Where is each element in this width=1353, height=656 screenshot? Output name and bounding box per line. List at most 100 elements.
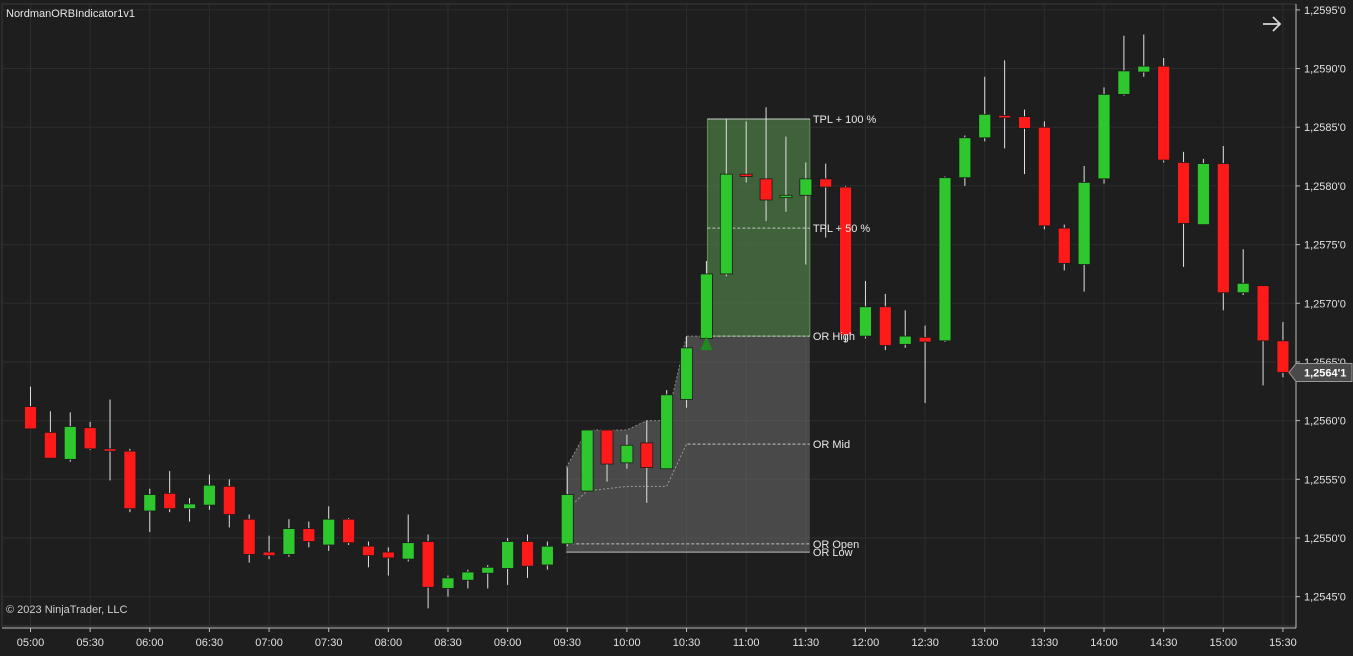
- candle-body: [580, 429, 594, 492]
- candle-body: [1256, 285, 1270, 342]
- level-label: TPL + 50 %: [813, 223, 871, 235]
- candle-body: [401, 542, 415, 560]
- candle-body: [461, 571, 475, 581]
- price-axis-label: 1,2570'0: [1304, 298, 1346, 310]
- candle-body: [978, 113, 992, 139]
- candle-body: [898, 335, 912, 345]
- candle-body: [799, 178, 813, 196]
- arrow-right-icon[interactable]: [1260, 12, 1284, 36]
- time-axis-label: 12:30: [911, 637, 939, 649]
- candle-body: [1177, 162, 1190, 224]
- time-axis-label: 10:00: [613, 637, 641, 649]
- copyright-notice: © 2023 NinjaTrader, LLC: [6, 604, 128, 616]
- candle-body: [938, 177, 952, 342]
- time-axis-label: 06:30: [196, 637, 224, 649]
- candle-body: [441, 577, 455, 589]
- candle-body: [63, 426, 77, 460]
- time-axis-label: 07:00: [255, 637, 283, 649]
- candle-body: [878, 306, 892, 346]
- long-entry-signal-icon: [700, 336, 713, 351]
- candle-body: [242, 518, 256, 555]
- level-label: OR Open: [813, 539, 859, 551]
- candle-body: [560, 494, 574, 545]
- level-label: TPL + 100 %: [813, 114, 877, 126]
- candle-body: [521, 541, 534, 567]
- candle-body: [680, 347, 693, 400]
- candle-body: [660, 394, 674, 470]
- candle-body: [1077, 181, 1091, 265]
- candle-body: [1137, 65, 1151, 73]
- candle-body: [183, 503, 196, 510]
- candle-body: [1236, 282, 1250, 294]
- candle-body: [1018, 116, 1031, 129]
- indicator-title: NordmanORBIndicator1v1: [6, 8, 136, 20]
- time-axis-label: 14:30: [1150, 637, 1178, 649]
- candle-body: [163, 492, 177, 510]
- candle-body: [1097, 93, 1111, 180]
- candle-body: [540, 545, 554, 566]
- candle-body: [600, 429, 614, 465]
- candle-body: [839, 186, 852, 336]
- time-axis-label: 10:30: [673, 637, 701, 649]
- time-axis-label: 05:00: [17, 637, 45, 649]
- candle-body: [739, 173, 753, 177]
- candle-body: [222, 485, 236, 515]
- candle-body: [700, 273, 713, 339]
- price-axis-label: 1,2545'0: [1304, 592, 1346, 604]
- candle-body: [421, 541, 435, 588]
- level-label: OR Mid: [813, 439, 850, 451]
- candle-body: [24, 406, 37, 430]
- candle-body: [143, 494, 157, 512]
- price-axis-label: 1,2595'0: [1304, 5, 1346, 17]
- level-label: OR High: [813, 331, 855, 343]
- candle-body: [1276, 340, 1290, 373]
- candle-body: [262, 551, 276, 556]
- price-axis-label: 1,2590'0: [1304, 64, 1346, 76]
- time-axis-label: 15:30: [1269, 637, 1297, 649]
- time-axis-label: 09:00: [494, 637, 522, 649]
- level-label: OR Low: [813, 547, 853, 559]
- candle-body: [819, 178, 833, 188]
- candle-body: [362, 545, 375, 556]
- time-axis-label: 12:00: [852, 637, 880, 649]
- candle-body: [282, 528, 296, 555]
- candle-body: [998, 115, 1012, 119]
- candle-body: [918, 336, 932, 343]
- candle-body: [1157, 65, 1171, 161]
- candle-body: [203, 484, 216, 506]
- price-axis-label: 1,2585'0: [1304, 122, 1346, 134]
- candle-body: [859, 306, 872, 337]
- candle-body: [302, 528, 316, 542]
- time-axis-label: 13:30: [1031, 637, 1059, 649]
- candle-body: [103, 448, 117, 452]
- price-axis-label: 1,2560'0: [1304, 416, 1346, 428]
- candle-body: [1197, 163, 1210, 226]
- candle-body: [719, 173, 733, 275]
- candle-body: [481, 566, 495, 574]
- time-axis-label: 15:00: [1210, 637, 1238, 649]
- candle-body: [501, 541, 515, 569]
- time-axis-label: 08:30: [434, 637, 462, 649]
- price-axis-label: 1,2575'0: [1304, 240, 1346, 252]
- time-axis-label: 05:30: [76, 637, 104, 649]
- candle-body: [123, 450, 137, 510]
- price-axis-label: 1,2580'0: [1304, 181, 1346, 193]
- candle-body: [620, 444, 634, 464]
- price-axis-label: 1,2550'0: [1304, 533, 1346, 545]
- time-axis-label: 11:30: [792, 637, 819, 649]
- candle-body: [640, 442, 654, 468]
- candle-body: [43, 431, 57, 459]
- time-axis-label: 14:00: [1090, 637, 1118, 649]
- price-axis-label: 1,2555'0: [1304, 474, 1346, 486]
- candle-body: [83, 427, 97, 450]
- candle-body: [322, 518, 336, 546]
- time-axis-label: 06:00: [136, 637, 164, 649]
- candle-body: [1057, 227, 1071, 264]
- candle-body: [1117, 70, 1131, 95]
- current-price-label: 1,2564'1: [1304, 368, 1346, 380]
- candle-body: [759, 178, 773, 201]
- candle-body: [1216, 163, 1230, 294]
- time-axis-label: 08:00: [375, 637, 403, 649]
- candle-body: [381, 551, 395, 559]
